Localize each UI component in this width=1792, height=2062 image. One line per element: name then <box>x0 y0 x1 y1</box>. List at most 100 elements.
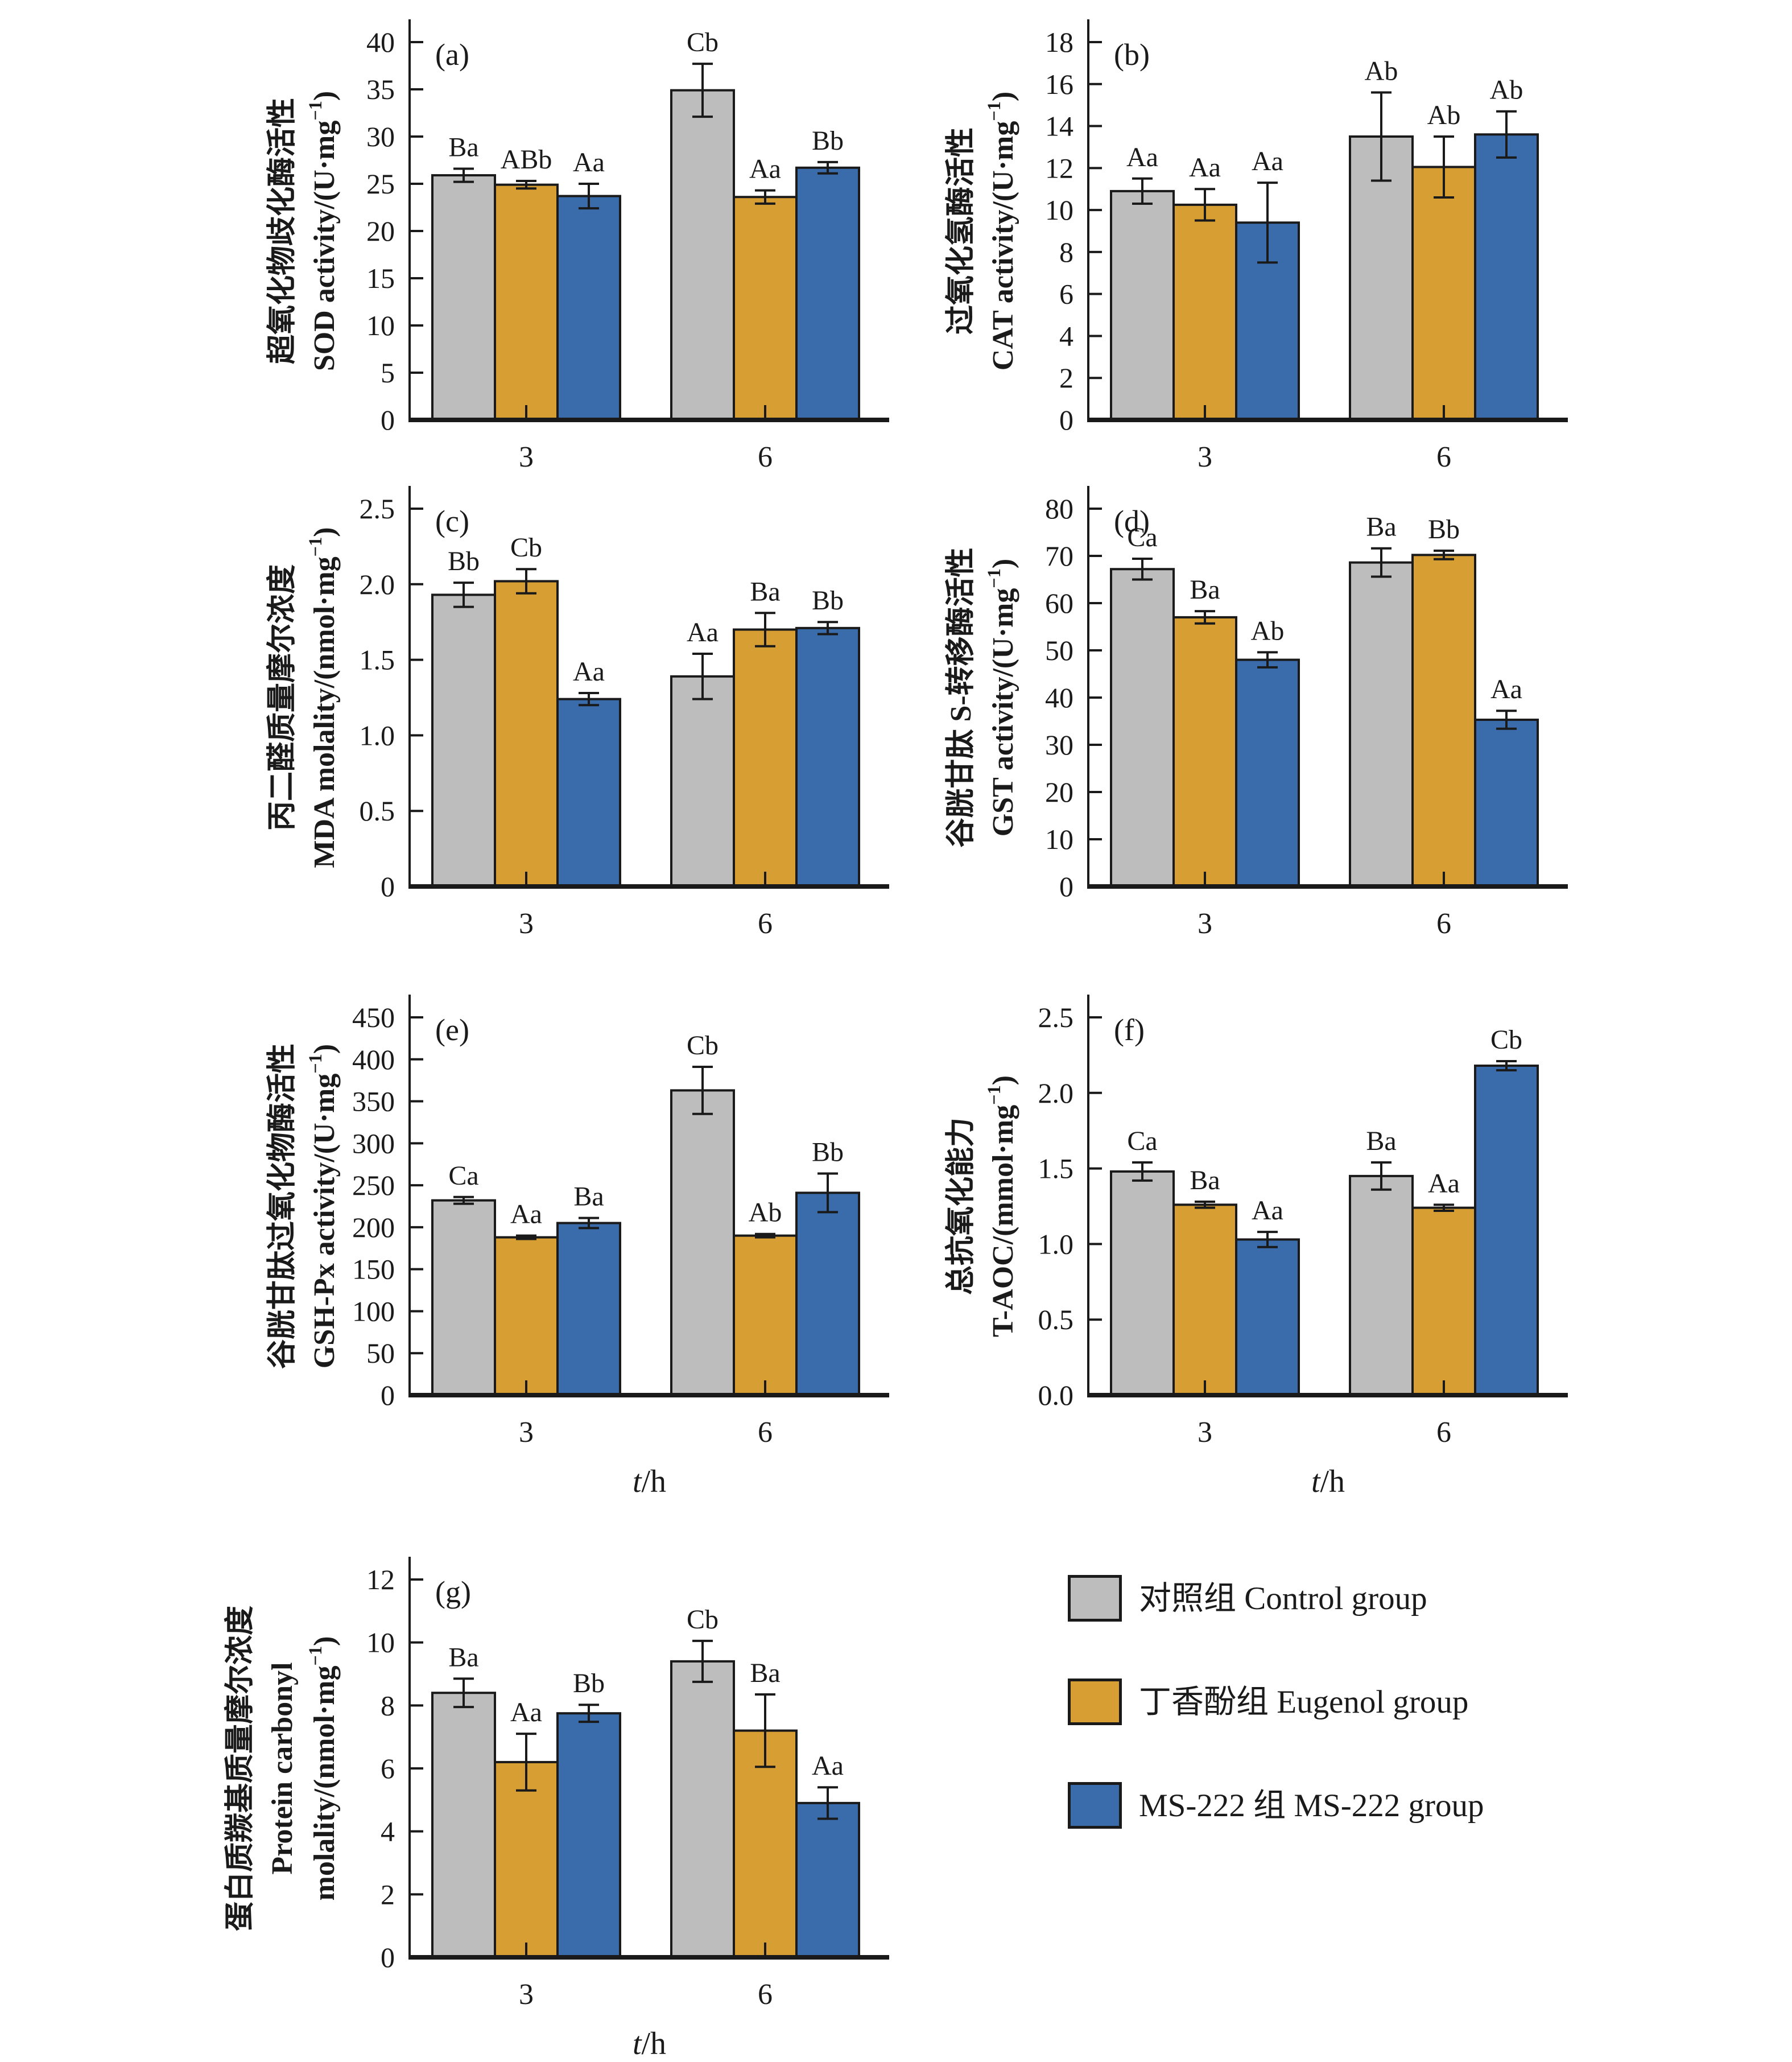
bar-ms222-t3 <box>1235 1238 1300 1396</box>
error-bar-ms222-t3 <box>579 692 599 707</box>
panel-letter: (e) <box>435 1013 469 1047</box>
legend-swatch-control <box>1068 1575 1122 1622</box>
bar-eugenol-t3 <box>494 1236 559 1396</box>
y-tick-label: 10 <box>1045 194 1073 226</box>
error-bar-control-t3 <box>1132 557 1153 581</box>
y-tick-label: 30 <box>1045 729 1073 761</box>
y-axis-title-line: 过氧化氢酶活性 <box>944 127 977 335</box>
significance-label: Aa <box>1428 1168 1460 1198</box>
x-axis-title: t/h <box>633 1464 666 1497</box>
error-bar-control-t6 <box>1371 547 1392 578</box>
significance-label: Ab <box>1490 75 1523 105</box>
significance-label: Cb <box>687 1030 719 1061</box>
significance-label: Aa <box>510 1199 542 1230</box>
y-tick-label: 35 <box>366 73 395 105</box>
significance-label: Ba <box>573 1182 604 1212</box>
y-axis-title-line: Protein carbonyl <box>266 1662 299 1874</box>
significance-label: Aa <box>687 617 719 648</box>
y-axis-title-line: SOD activity/(U·mg−1) <box>305 91 341 371</box>
significance-label: Ba <box>750 1658 780 1688</box>
significance-label: Ba <box>1366 1126 1396 1156</box>
y-tick-label: 70 <box>1045 540 1073 572</box>
y-tick-label: 200 <box>352 1211 395 1243</box>
significance-label: Ca <box>448 1161 478 1191</box>
bar-eugenol-t6 <box>1411 554 1476 888</box>
significance-label: Ba <box>1366 512 1396 542</box>
x-tick-label: 6 <box>758 441 773 473</box>
y-axis-title-line: 谷胱甘肽 S-转移酶活性 <box>944 547 977 847</box>
error-bar-control-t3 <box>453 167 474 183</box>
y-tick-label: 40 <box>1045 682 1073 714</box>
legend-item-control: 对照组 Control group <box>1068 1575 1484 1622</box>
y-tick-label: 18 <box>1045 26 1073 58</box>
y-tick-label: 4 <box>1059 320 1073 352</box>
y-tick-label: 450 <box>352 1001 395 1033</box>
error-bar-control-t3 <box>1132 1161 1153 1182</box>
bar-control-t3 <box>431 174 496 421</box>
y-axis-title-line: molality/(nmol·mg−1) <box>305 1636 341 1901</box>
significance-label: ABb <box>501 145 552 175</box>
error-bar-eugenol-t3 <box>1195 188 1215 222</box>
error-bar-ms222-t3 <box>579 1216 599 1230</box>
bar-ms222-t3 <box>1235 658 1300 888</box>
error-bar-control-t3 <box>453 1677 474 1709</box>
error-bar-eugenol-t6 <box>755 1693 775 1768</box>
significance-label: Bb <box>448 546 480 576</box>
chart-panel-taoc: 总抗氧化能力 T-AOC/(mmol·mg−1) 0.0 0.5 1.0 1.5 2.0 2.… <box>927 975 1781 1500</box>
error-bar-control-t3 <box>1132 177 1153 205</box>
error-bar-ms222-t6 <box>817 1172 838 1214</box>
bar-control-t3 <box>1110 189 1175 421</box>
bar-ms222-t6 <box>795 1191 860 1396</box>
legend: 对照组 Control group 丁香酚组 Eugenol group MS-22… <box>1068 1575 1484 1829</box>
bar-ms222-t6 <box>1474 1064 1539 1396</box>
error-bar-ms222-t6 <box>817 621 838 636</box>
panel-letter: (c) <box>435 504 469 538</box>
significance-label: Aa <box>510 1697 542 1727</box>
chart-panel-gst: 谷胱甘肽 S-转移酶活性 GST activity/(U·mg−1) 0 10 20 30… <box>927 467 1781 970</box>
error-bar-eugenol-t6 <box>755 612 775 648</box>
significance-label: Aa <box>1252 146 1283 176</box>
x-tick-label: 6 <box>758 908 773 940</box>
x-tick-label: 3 <box>519 908 534 940</box>
bar-ms222-t6 <box>795 166 860 421</box>
bar-eugenol-t6 <box>1411 166 1476 421</box>
significance-label: Cb <box>687 1605 719 1635</box>
error-bar-ms222-t3 <box>1257 182 1278 264</box>
y-axis-title-line: 总抗氧化能力 <box>944 1117 977 1295</box>
x-tick-label: 6 <box>1436 908 1451 940</box>
significance-label: Aa <box>573 147 605 178</box>
bar-ms222-t6 <box>1474 719 1539 888</box>
panel-letter: (d) <box>1114 504 1150 538</box>
panel-letter: (f) <box>1114 1013 1145 1047</box>
error-bar-control-t6 <box>692 63 713 118</box>
bar-ms222-t3 <box>556 1222 621 1396</box>
y-tick-label: 50 <box>366 1337 395 1369</box>
legend-label: 对照组 Control group <box>1139 1580 1427 1616</box>
chart-panel-protein-carbonyl: 蛋白质羰基质量摩尔浓度 Protein carbonyl molality/(nmo… <box>91 1537 944 2062</box>
y-axis-title-line: CAT activity/(U·mg−1) <box>984 92 1019 370</box>
y-tick-label: 2.0 <box>360 568 395 600</box>
x-tick-label: 3 <box>1198 908 1212 940</box>
error-bar-eugenol-t6 <box>1434 1203 1454 1212</box>
x-tick-label: 3 <box>519 441 534 473</box>
y-axis-title-line: GSH-Px activity/(U·mg−1) <box>305 1044 341 1368</box>
significance-label: Cb <box>1490 1025 1522 1055</box>
y-axis-title-line: 超氧化物歧化酶活性 <box>266 98 299 364</box>
y-tick-label: 12 <box>366 1564 395 1595</box>
y-tick-label: 0 <box>381 871 395 902</box>
y-tick-label: 20 <box>1045 776 1073 808</box>
y-tick-label: 1.5 <box>360 644 395 676</box>
error-bar-ms222-t6 <box>1496 710 1517 730</box>
chart-a: 超氧化物歧化酶活性 SOD activity/(U·mg−1) 0 5 10 15 20 25… <box>266 19 889 473</box>
bar-eugenol-t3 <box>1172 203 1237 421</box>
y-tick-label: 250 <box>352 1169 395 1201</box>
y-tick-label: 2.5 <box>1038 1001 1074 1033</box>
y-tick-label: 1.5 <box>1038 1153 1074 1185</box>
error-bar-control-t6 <box>692 652 713 700</box>
significance-label: Bb <box>812 126 844 156</box>
error-bar-ms222-t3 <box>1257 651 1278 669</box>
x-tick-label: 3 <box>519 1416 534 1449</box>
bar-ms222-t6 <box>795 626 860 888</box>
y-axis-title-line: 谷胱甘肽过氧化物酶活性 <box>266 1044 299 1369</box>
chart-b: 过氧化氢酶活性 CAT activity/(U·mg−1) 0 2 4 6 8 10 12 14 1… <box>944 19 1568 473</box>
